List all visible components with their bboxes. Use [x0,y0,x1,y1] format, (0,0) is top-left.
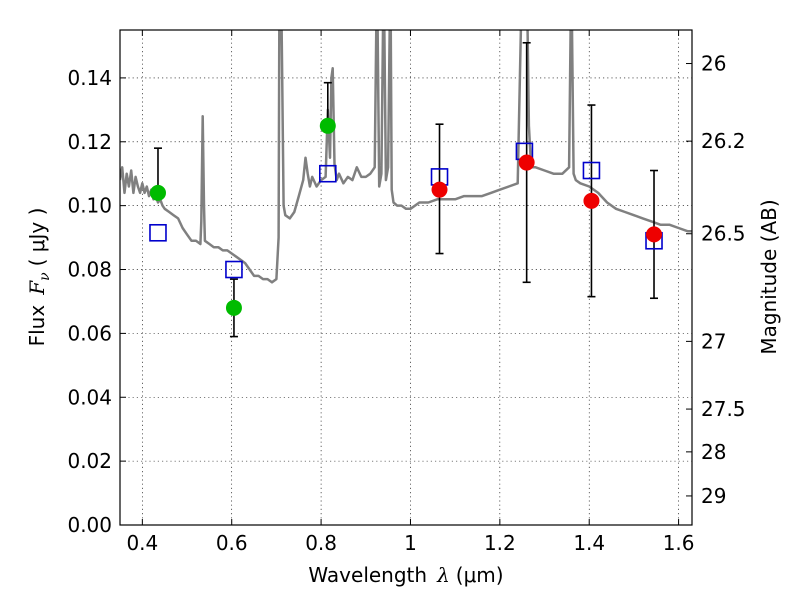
y-tick-label: 0.10 [67,194,112,218]
x-tick-label: 1.4 [573,531,605,555]
y2-axis-label: Magnitude (AB) [757,199,781,354]
observed-point [319,117,336,134]
x-tick-label: 1.2 [484,531,516,555]
x-tick-label: 1.6 [663,531,695,555]
y2-tick-label: 29 [701,484,726,508]
observed-point [431,181,448,198]
y-tick-label: 0.06 [67,321,112,345]
plot-area [120,30,692,338]
observed-point [583,192,600,209]
model-square-point [225,260,243,279]
ticks: 0.4 0.6 0.8 1 1.2 1.4 1.6 0.00 0.02 0.04 0.06 0.08 0… [67,30,746,555]
y-tick-label: 0.14 [67,66,112,90]
plot-border [119,29,693,526]
y2-tick-label: 27 [701,329,726,353]
x-tick-label: 0.8 [305,531,337,555]
axes-frame [119,29,693,526]
observed-point [225,299,242,316]
observed-point [646,226,663,243]
model-square-point [582,161,601,180]
x-tick-label: 0.4 [126,531,158,555]
observed-point [518,154,535,171]
y-tick-label: 0.08 [67,258,112,282]
y-tick-label: 0.00 [67,513,112,537]
observed-point [149,184,166,201]
x-tick-label: 0.6 [216,531,248,555]
y-tick-label: 0.12 [67,130,112,154]
y-tick-label: 0.04 [67,385,112,409]
model-square-point [318,164,337,183]
y-axis-label: FluxFν( μJy ) [25,208,53,347]
y2-tick-label: 26 [701,52,726,76]
y2-tick-label: 26.2 [701,129,746,153]
x-tick-label: 1 [404,531,417,555]
y-tick-label: 0.02 [67,449,112,473]
model-square-point [149,223,167,242]
y2-tick-label: 26.5 [701,222,746,246]
x-axis-label: Wavelength λ (μm) [308,563,503,587]
y2-tick-label: 28 [701,440,726,464]
y2-tick-label: 27.5 [701,397,746,421]
